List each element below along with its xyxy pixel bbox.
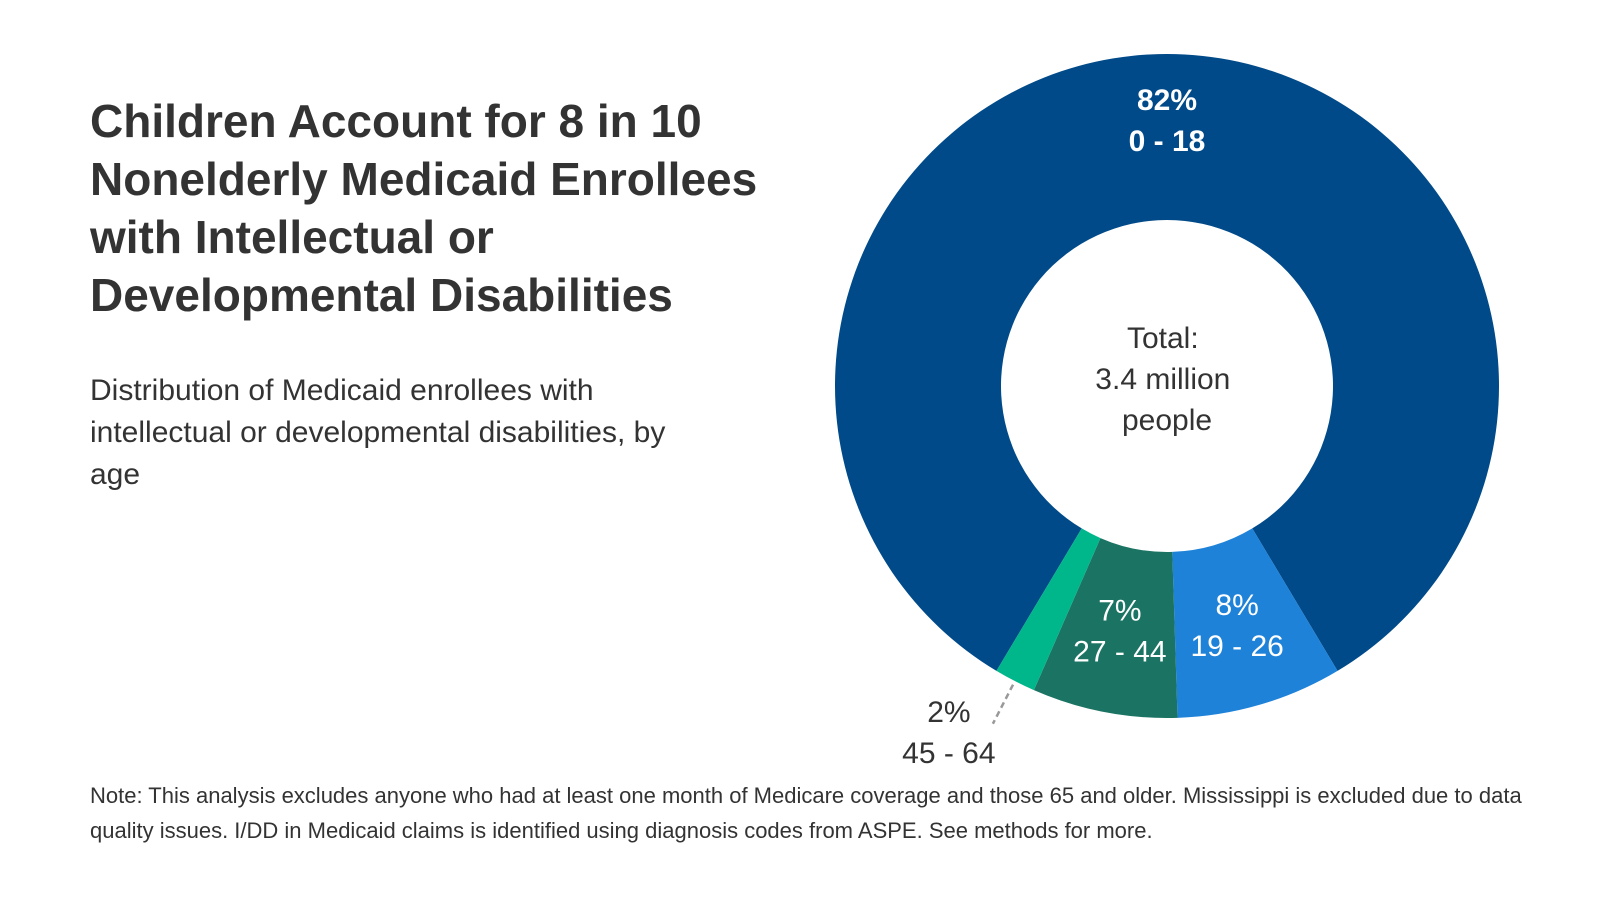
slice-value-label: 8% bbox=[1215, 589, 1258, 622]
leader-line-45-64 bbox=[991, 684, 1015, 725]
leader-lines bbox=[991, 684, 1015, 725]
center-line-2: 3.4 million bbox=[1095, 363, 1230, 396]
slice-value-label: 82% bbox=[1137, 84, 1197, 117]
slice-value-label: 7% bbox=[1098, 595, 1141, 628]
slice-label-0-18: 82% 0 - 18 bbox=[1129, 84, 1206, 158]
slice-category-label: 19 - 26 bbox=[1190, 630, 1283, 663]
slice-category-label: 27 - 44 bbox=[1073, 636, 1166, 669]
slice-label-45-64: 2% 45 - 64 bbox=[902, 696, 995, 770]
donut-slices bbox=[834, 54, 1499, 718]
center-line-3: people bbox=[1122, 404, 1212, 437]
chart-title: Children Account for 8 in 10 Nonelderly … bbox=[90, 95, 758, 321]
slice-value-label: 2% bbox=[927, 696, 970, 729]
slice-label-19-26: 8% 19 - 26 bbox=[1190, 589, 1283, 663]
chart-subtitle: Distribution of Medicaid enrollees with … bbox=[90, 374, 666, 491]
center-total-label: Total: 3.4 million people bbox=[1095, 322, 1238, 437]
donut-slice-0-18 bbox=[834, 54, 1499, 671]
chart-note: Note: This analysis excludes anyone who … bbox=[90, 783, 1522, 843]
slice-category-label: 0 - 18 bbox=[1129, 125, 1206, 158]
slice-labels: 82% 0 - 18 8% 19 - 26 7% 27 - 44 2% 45 - 64 bbox=[902, 84, 1284, 770]
donut-slice-19-26 bbox=[1172, 528, 1338, 718]
slice-label-27-44: 7% 27 - 44 bbox=[1073, 595, 1166, 669]
center-line-1: Total: bbox=[1127, 322, 1199, 355]
slice-category-label: 45 - 64 bbox=[902, 737, 995, 770]
donut-slice-27-44 bbox=[1033, 538, 1178, 718]
donut-slice-45-64 bbox=[996, 528, 1101, 691]
